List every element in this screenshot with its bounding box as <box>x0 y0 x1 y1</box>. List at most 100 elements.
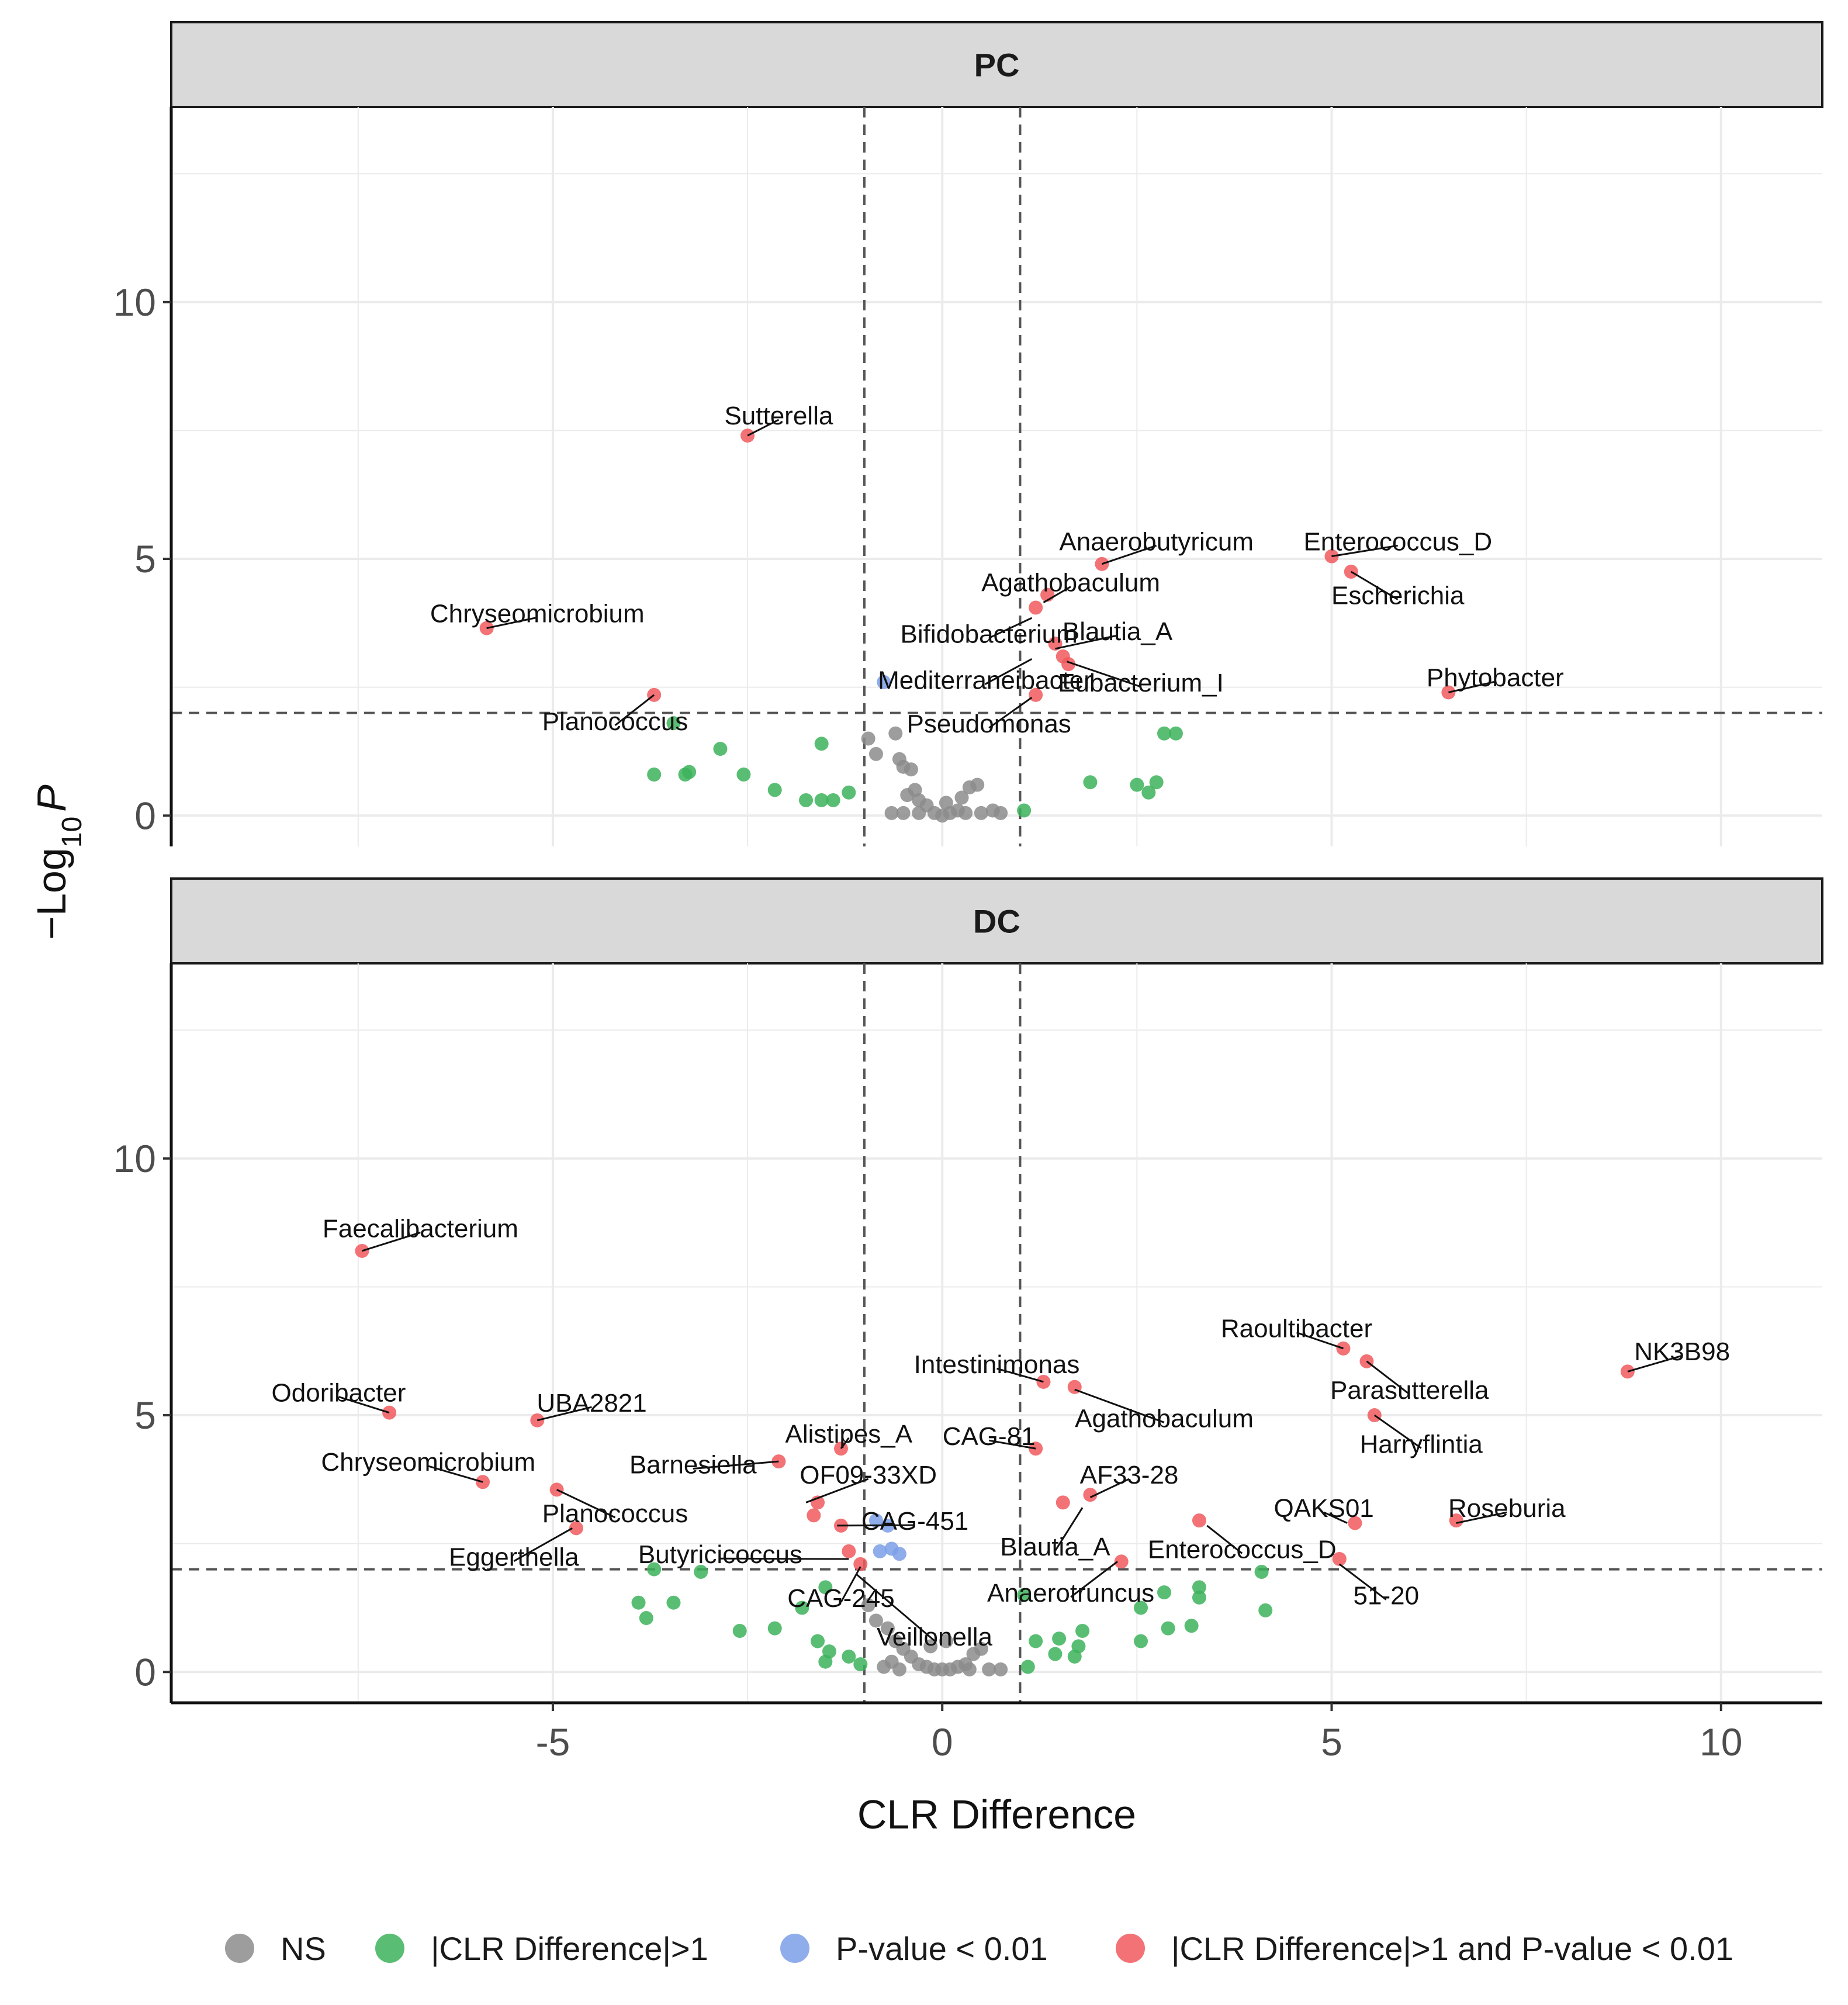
label-connector <box>1338 1563 1387 1600</box>
point-ns <box>892 1662 906 1676</box>
point-label: Barnesiella <box>629 1451 757 1479</box>
point-labels: Faecalibacterium Raoultibacter NK3B98 Intes… <box>272 1214 1731 1651</box>
label-connector <box>1074 1388 1165 1423</box>
label-connector <box>693 1460 779 1470</box>
point-clr <box>1161 1621 1175 1636</box>
point-both <box>569 1521 583 1536</box>
facet-strip-dc <box>170 877 1823 965</box>
point-clr <box>811 1634 825 1648</box>
legend-item-ns: NS <box>225 1930 326 1967</box>
point-ns <box>970 777 985 792</box>
point-clr <box>1052 1631 1067 1646</box>
point-ns <box>962 1662 977 1676</box>
point-clr <box>818 1580 833 1595</box>
y-tick-label: 10 <box>113 1137 156 1180</box>
label-connector <box>1055 634 1118 650</box>
point-label: OF09-33XD <box>800 1461 937 1489</box>
point-ns <box>974 806 988 820</box>
point-ns <box>884 806 899 820</box>
point-label: 51-20 <box>1354 1582 1420 1610</box>
point-clr <box>1149 775 1164 790</box>
point-ns <box>939 1634 953 1648</box>
point-clr <box>732 1624 747 1638</box>
point-clr <box>822 1644 837 1659</box>
point-clr <box>647 768 662 782</box>
point-label: Planococcus <box>542 1499 688 1528</box>
label-connector <box>614 694 655 726</box>
point-ns <box>904 762 918 777</box>
point-label: CAG-451 <box>861 1507 968 1536</box>
point-ns <box>896 806 911 820</box>
label-connector <box>988 617 1033 639</box>
point-clr <box>1029 1634 1043 1648</box>
point-ns <box>861 1598 875 1613</box>
point-label: Planococcus <box>542 707 688 736</box>
label-connector <box>1206 1525 1243 1554</box>
point-clr <box>1067 1649 1082 1664</box>
label-connector <box>1448 680 1496 693</box>
point-ns <box>954 790 969 805</box>
point-clr <box>1130 777 1144 792</box>
label-connector <box>720 1557 849 1560</box>
point-both <box>1055 1495 1070 1510</box>
point-label: CAG-245 <box>787 1584 894 1613</box>
legend-key-p <box>780 1934 809 1963</box>
label-connector <box>984 658 1033 685</box>
point-clr <box>1020 1660 1035 1674</box>
point-label: Pseudomonas <box>907 710 1071 738</box>
point-ns <box>868 746 883 761</box>
label-connector <box>1456 1511 1507 1525</box>
x-tick-label: 5 <box>1321 1720 1342 1764</box>
point-clr <box>1017 1588 1032 1602</box>
point-labels: Sutterella Anaerobutyricum Enterococcus_D A… <box>430 402 1564 738</box>
legend-label: P-value < 0.01 <box>836 1930 1048 1967</box>
point-label: Veillonella <box>877 1623 993 1651</box>
point-both <box>1114 1554 1129 1569</box>
point-clr <box>826 793 840 807</box>
point-label: AF33-28 <box>1080 1461 1179 1489</box>
data-points <box>479 428 1456 823</box>
point-clr <box>767 783 782 797</box>
facet-strip-label: DC <box>973 903 1020 940</box>
facet-strip-label: PC <box>974 47 1020 84</box>
label-connector <box>1373 1414 1422 1449</box>
point-both <box>1449 1513 1463 1528</box>
point-label: Agathobaculum <box>1075 1404 1254 1433</box>
point-label: Escherichia <box>1331 582 1465 610</box>
label-connector <box>856 1574 935 1641</box>
point-clr <box>842 785 856 800</box>
point-ns <box>868 1613 883 1628</box>
point-label: Anaerobutyricum <box>1059 527 1254 556</box>
label-connector <box>1366 1360 1410 1395</box>
point-ns <box>958 806 973 820</box>
y-axis-title-subscript: 10 <box>57 817 88 848</box>
point-clr <box>1157 1585 1171 1600</box>
label-connector <box>556 1489 616 1519</box>
y-tick-label: 10 <box>113 281 156 324</box>
label-connector <box>1043 586 1071 604</box>
point-both <box>1029 687 1043 702</box>
point-clr <box>1141 785 1156 800</box>
legend-key-both <box>1116 1934 1145 1963</box>
legend-key-clr <box>375 1934 404 1963</box>
point-label: Eggerthella <box>449 1543 579 1572</box>
label-connector <box>1331 544 1399 558</box>
label-connector <box>486 616 538 630</box>
point-clr <box>814 737 829 751</box>
point-clr <box>853 1657 868 1672</box>
point-clr <box>1048 1647 1063 1661</box>
point-label: Faecalibacterium <box>323 1214 518 1243</box>
label-connector <box>513 1527 573 1562</box>
point-clr <box>631 1595 646 1610</box>
point-clr <box>1184 1619 1199 1633</box>
x-axis-title: CLR Difference <box>857 1792 1136 1837</box>
panel-dc: DC Faecalibacterium Raoultibacter NK3B98 Int… <box>113 877 1823 1705</box>
label-connector <box>805 1478 869 1503</box>
label-connector <box>1323 1511 1348 1524</box>
legend-item-p: P-value < 0.01 <box>780 1930 1048 1967</box>
point-clr <box>682 765 697 779</box>
point-clr <box>1075 1624 1090 1638</box>
y-axis-title-variable: P <box>29 784 74 812</box>
label-connector <box>996 1367 1044 1383</box>
point-label: Mediterraneibacter <box>878 666 1092 694</box>
